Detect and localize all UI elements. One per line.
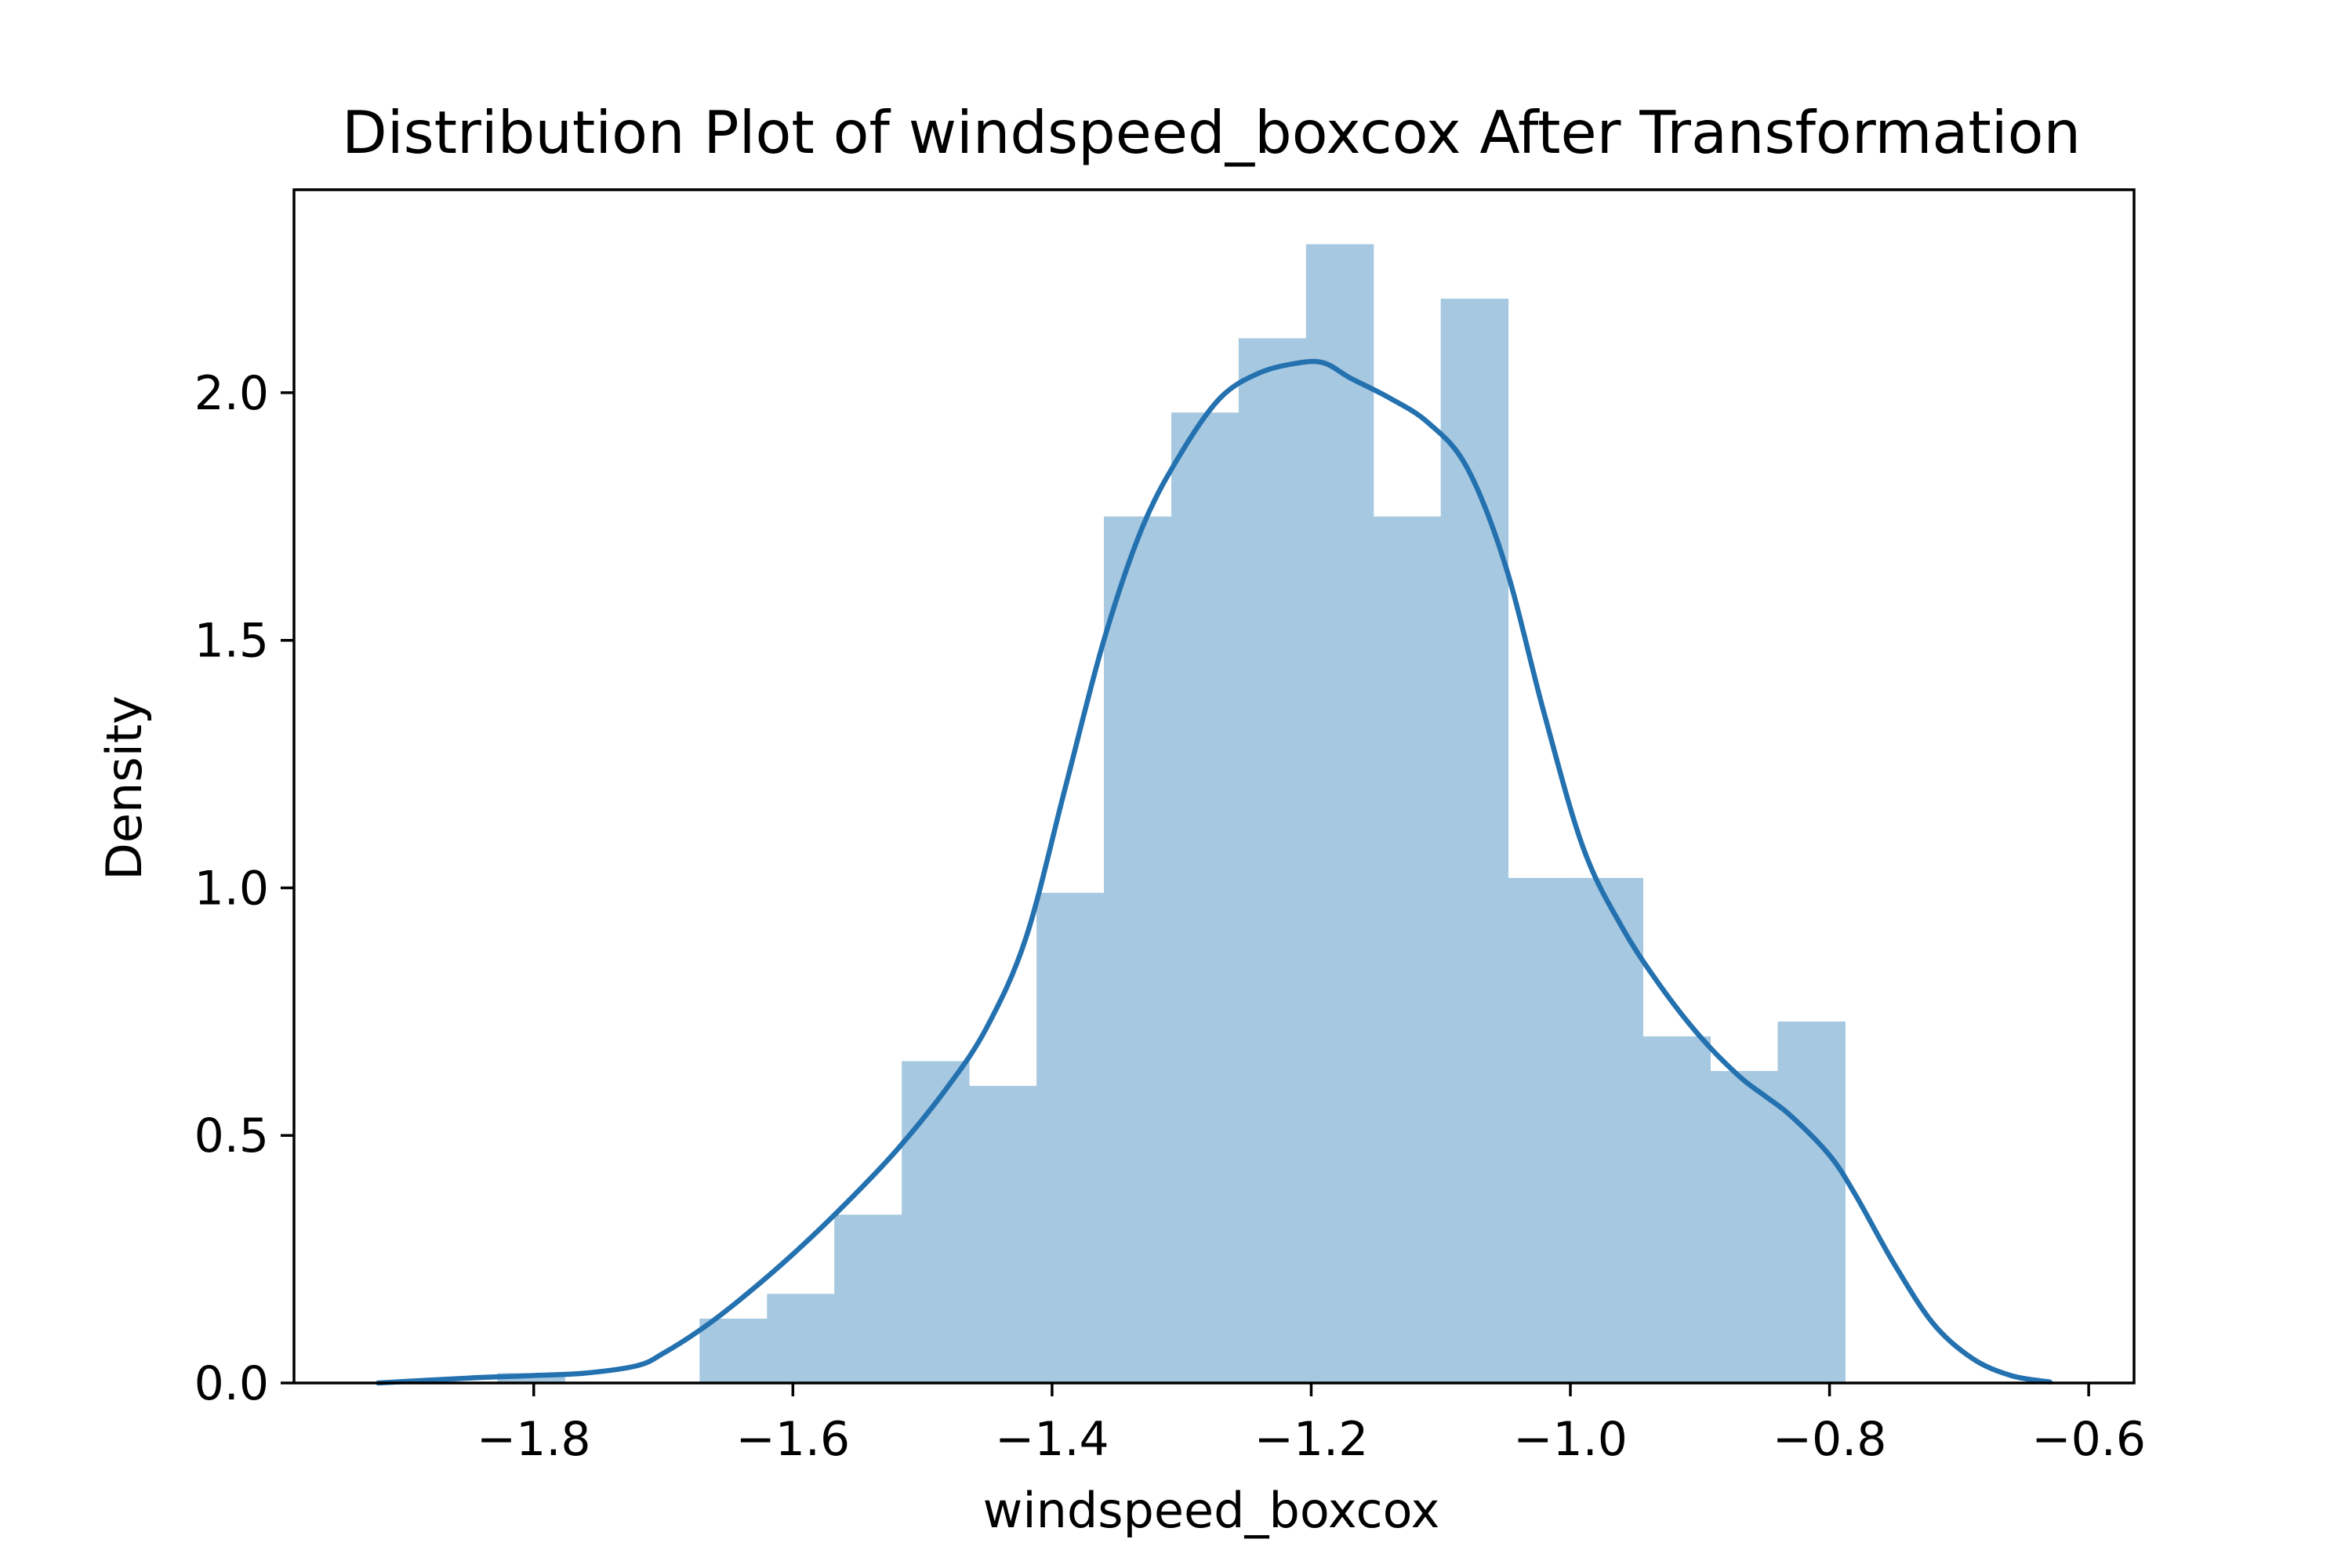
y-axis-label: Density (96, 695, 153, 880)
kde-layer (376, 358, 2053, 1386)
histogram-bar (1171, 412, 1240, 1384)
histogram-bar (1777, 1022, 1846, 1383)
y-axis: 0.0 0.5 1.0 1.5 2.0 (194, 366, 294, 1411)
x-tick-label: −1.8 (477, 1412, 591, 1467)
histogram-bar (902, 1061, 970, 1383)
x-tick-label: −0.6 (2031, 1412, 2146, 1467)
histogram-bar (1440, 298, 1509, 1383)
y-tick-label: 0.5 (194, 1109, 269, 1163)
histogram-bar (1642, 1036, 1711, 1383)
x-tick-label: −0.8 (1773, 1412, 1887, 1467)
histogram-bar (834, 1214, 902, 1383)
y-tick-label: 1.0 (194, 861, 269, 916)
x-axis: −1.8 −1.6 −1.4 −1.2 −1.0 −0.8 −0.6 (477, 1383, 2146, 1467)
histogram-bar (1373, 516, 1442, 1383)
histogram-bar (1238, 338, 1307, 1383)
x-axis-label: windspeed_boxcox (983, 1482, 1440, 1539)
x-tick-label: −1.0 (1513, 1412, 1628, 1467)
histogram-bar (767, 1294, 835, 1383)
plot-area-frame (292, 188, 2136, 1385)
y-tick-label: 2.0 (194, 366, 269, 421)
x-tick-label: −1.2 (1254, 1412, 1369, 1467)
histogram-bar (1104, 516, 1172, 1383)
histogram-bar (969, 1086, 1037, 1383)
y-tick-label: 1.5 (194, 614, 269, 669)
histogram-bar (1305, 244, 1374, 1383)
x-tick-label: −1.6 (735, 1412, 850, 1467)
kde-curve (376, 358, 2053, 1386)
histogram-bar (1036, 892, 1105, 1383)
histogram-bar (1710, 1071, 1778, 1383)
x-tick-label: −1.4 (995, 1412, 1109, 1467)
histogram-bar (699, 1318, 768, 1383)
y-tick-label: 0.0 (194, 1356, 269, 1411)
histogram-bar (1508, 877, 1577, 1383)
histogram-bar (1575, 877, 1643, 1383)
chart-title: Distribution Plot of windspeed_boxcox Af… (342, 98, 2081, 167)
